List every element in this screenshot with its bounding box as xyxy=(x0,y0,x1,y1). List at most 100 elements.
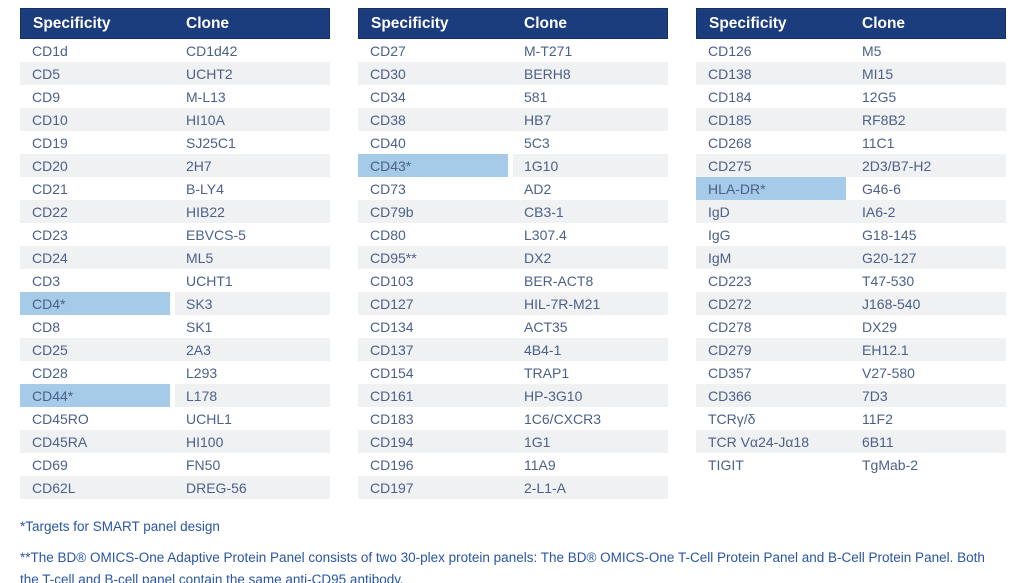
specificity-cell: CD38 xyxy=(370,111,406,128)
specificity-cell: CD69 xyxy=(32,456,68,473)
specificity-cell: CD79b xyxy=(370,203,414,220)
specificity-cell: CD197 xyxy=(370,479,414,496)
table-row: CD197 2-L1-A xyxy=(358,476,668,499)
table-row: TIGIT TgMab-2 xyxy=(696,453,1006,476)
specificity-cell: CD137 xyxy=(370,341,414,358)
table-row: CD23 EBVCS-5 xyxy=(20,223,330,246)
clone-column-header: Clone xyxy=(862,14,906,32)
table-row: CD34 581 xyxy=(358,85,668,108)
clone-cell: TRAP1 xyxy=(524,364,570,381)
specificity-cell: CD80 xyxy=(370,226,406,243)
specificity-cell: CD9 xyxy=(32,88,61,105)
specificity-cell: CD103 xyxy=(370,272,414,289)
table-row: CD134 ACT35 xyxy=(358,315,668,338)
specificity-cell: CD28 xyxy=(32,364,68,381)
clone-cell: G20-127 xyxy=(862,249,917,266)
clone-cell: 1G1 xyxy=(524,433,551,450)
clone-cell: 2-L1-A xyxy=(524,479,567,496)
table-row: CD357 V27-580 xyxy=(696,361,1006,384)
table-row: CD103 BER-ACT8 xyxy=(358,269,668,292)
table-header: Specificity Clone xyxy=(20,8,330,39)
clone-cell: 6B11 xyxy=(862,433,894,450)
clone-cell: 1G10 xyxy=(524,157,559,174)
specificity-cell: CD95** xyxy=(370,249,417,266)
table-row: CD45RO UCHL1 xyxy=(20,407,330,430)
clone-cell: CB3-1 xyxy=(524,203,564,220)
specificity-cell: CD272 xyxy=(708,295,752,312)
specificity-cell: IgM xyxy=(708,249,732,266)
table-row: CD19 SJ25C1 xyxy=(20,131,330,154)
table-row: CD22 HIB22 xyxy=(20,200,330,223)
clone-cell: SJ25C1 xyxy=(186,134,236,151)
table-row: CD185 RF8B2 xyxy=(696,108,1006,131)
table-row: CD8 SK1 xyxy=(20,315,330,338)
specificity-clone-table-2: Specificity Clone CD27 M-T271 CD30 BERH8… xyxy=(358,8,668,499)
clone-cell: 581 xyxy=(524,88,548,105)
specificity-cell: CD45RO xyxy=(32,410,89,427)
table-row: CD127 HIL-7R-M21 xyxy=(358,292,668,315)
table-row: CD1d CD1d42 xyxy=(20,39,330,62)
specificity-cell: CD10 xyxy=(32,111,68,128)
clone-cell: ML5 xyxy=(186,249,214,266)
clone-cell: HIL-7R-M21 xyxy=(524,295,601,312)
table-row: CD10 HI10A xyxy=(20,108,330,131)
specificity-clone-table-1: Specificity Clone CD1d CD1d42 CD5 UCHT2 … xyxy=(20,8,330,499)
clone-cell: G46-6 xyxy=(862,180,901,197)
specificity-cell: TCRγ/δ xyxy=(708,410,756,427)
specificity-column-header: Specificity xyxy=(709,14,787,32)
clone-cell: 7D3 xyxy=(862,387,888,404)
table-row: CD95** DX2 xyxy=(358,246,668,269)
table-row: CD69 FN50 xyxy=(20,453,330,476)
clone-cell: G18-145 xyxy=(862,226,917,243)
clone-cell: DX2 xyxy=(524,249,552,266)
table-row: CD80 L307.4 xyxy=(358,223,668,246)
table-row: TCR Vα24-Jα18 6B11 xyxy=(696,430,1006,453)
table-row: CD73 AD2 xyxy=(358,177,668,200)
clone-cell: BERH8 xyxy=(524,65,571,82)
table-row: CD183 1C6/CXCR3 xyxy=(358,407,668,430)
specificity-cell: CD5 xyxy=(32,65,61,82)
specificity-cell: CD45RA xyxy=(32,433,88,450)
table-row: CD30 BERH8 xyxy=(358,62,668,85)
clone-cell: IA6-2 xyxy=(862,203,896,220)
specificity-cell: CD183 xyxy=(370,410,414,427)
clone-cell: J168-540 xyxy=(862,295,921,312)
specificity-cell: CD73 xyxy=(370,180,406,197)
clone-cell: L178 xyxy=(186,387,218,404)
specificity-column-header: Specificity xyxy=(33,14,111,32)
footnote-smart-panel: *Targets for SMART panel design xyxy=(20,519,220,534)
specificity-cell: CD275 xyxy=(708,157,752,174)
table-row: CD184 12G5 xyxy=(696,85,1006,108)
specificity-cell: CD126 xyxy=(708,42,752,59)
specificity-cell: CD279 xyxy=(708,341,752,358)
specificity-cell: CD27 xyxy=(370,42,406,59)
clone-cell: 11A9 xyxy=(524,456,556,473)
clone-column-header: Clone xyxy=(524,14,568,32)
clone-cell: TgMab-2 xyxy=(862,456,919,473)
table-row: IgG G18-145 xyxy=(696,223,1006,246)
clone-cell: DREG-56 xyxy=(186,479,247,496)
specificity-cell: CD223 xyxy=(708,272,752,289)
clone-cell: V27-580 xyxy=(862,364,915,381)
clone-cell: ACT35 xyxy=(524,318,568,335)
table-row: CD79b CB3-1 xyxy=(358,200,668,223)
specificity-cell: CD161 xyxy=(370,387,414,404)
clone-cell: 2D3/B7-H2 xyxy=(862,157,932,174)
clone-cell: 5C3 xyxy=(524,134,550,151)
clone-cell: L307.4 xyxy=(524,226,567,243)
clone-cell: FN50 xyxy=(186,456,221,473)
footnote-adaptive-panel: **The BD® OMICS-One Adaptive Protein Pan… xyxy=(20,550,985,583)
table-row: CD28 L293 xyxy=(20,361,330,384)
table-row: CD366 7D3 xyxy=(696,384,1006,407)
table-row: HLA-DR* G46-6 xyxy=(696,177,1006,200)
specificity-cell: CD3 xyxy=(32,272,61,289)
clone-cell: EBVCS-5 xyxy=(186,226,246,243)
table-row: CD194 1G1 xyxy=(358,430,668,453)
table-row: CD25 2A3 xyxy=(20,338,330,361)
clone-cell: T47-530 xyxy=(862,272,915,289)
table-row: CD45RA HI100 xyxy=(20,430,330,453)
table-row: IgM G20-127 xyxy=(696,246,1006,269)
clone-cell: HP-3G10 xyxy=(524,387,583,404)
clone-cell: 4B4-1 xyxy=(524,341,562,358)
